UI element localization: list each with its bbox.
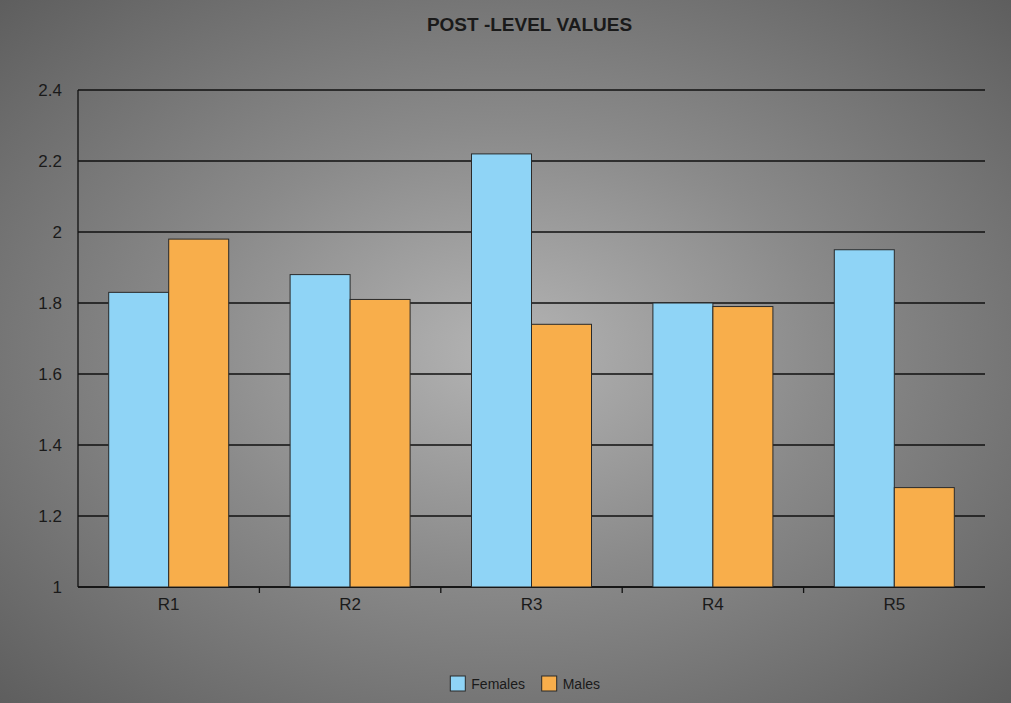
y-tick-label: 2.4 bbox=[38, 81, 62, 100]
x-tick-label: R2 bbox=[339, 595, 361, 614]
grid-line bbox=[78, 89, 985, 90]
title: POST -LEVEL VALUES bbox=[427, 14, 632, 35]
y-tick-label: 2.2 bbox=[38, 152, 62, 171]
bar bbox=[834, 250, 894, 587]
y-tick-label: 1.8 bbox=[38, 294, 62, 313]
x-tick bbox=[259, 587, 260, 593]
bar bbox=[894, 488, 954, 587]
legend-label: Males bbox=[563, 676, 600, 692]
legend-label: Females bbox=[471, 676, 525, 692]
bar bbox=[653, 303, 713, 587]
x-tick bbox=[622, 587, 623, 593]
y-tick-label: 1.6 bbox=[38, 365, 62, 384]
bar bbox=[713, 307, 773, 587]
x-tick-label: R3 bbox=[521, 595, 543, 614]
bar bbox=[472, 154, 532, 587]
bar bbox=[350, 299, 410, 587]
y-tick-label: 2 bbox=[53, 223, 62, 242]
bar bbox=[109, 292, 169, 587]
legend-swatch bbox=[450, 676, 465, 691]
bar bbox=[532, 324, 592, 587]
bar bbox=[169, 239, 229, 587]
y-axis-line bbox=[77, 90, 78, 587]
chart: POST -LEVEL VALUES 1 1.2 1.4 1.6 1.8 2 2.2 2.4 R1… bbox=[0, 0, 1011, 703]
x-tick bbox=[803, 587, 804, 593]
bars bbox=[109, 154, 955, 587]
legend-swatch bbox=[542, 676, 557, 691]
x-tick-label: R5 bbox=[883, 595, 905, 614]
x-tick-label: R1 bbox=[158, 595, 180, 614]
y-tick-label: 1 bbox=[53, 578, 62, 597]
legend: Females Males bbox=[450, 676, 600, 692]
y-tick-label: 1.4 bbox=[38, 436, 62, 455]
bar bbox=[290, 275, 350, 587]
x-tick bbox=[440, 587, 441, 593]
y-tick-label: 1.2 bbox=[38, 507, 62, 526]
x-tick-label: R4 bbox=[702, 595, 724, 614]
